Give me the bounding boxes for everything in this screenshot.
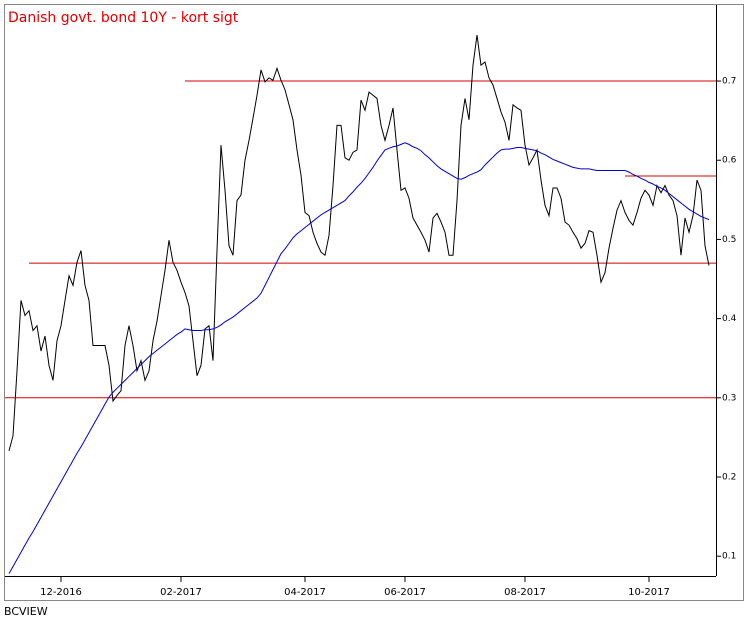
x-tick-label: 12-2016 (40, 587, 82, 598)
x-tick-label: 02-2017 (160, 587, 202, 598)
y-tick-label: 0.4 (722, 314, 737, 324)
series-line (8, 142, 710, 574)
y-tick-label: 0.5 (722, 235, 736, 245)
series-line (8, 35, 710, 451)
x-tick-label: 10-2017 (628, 587, 670, 598)
y-tick-label: 0.7 (722, 77, 736, 87)
y-tick-label: 0.1 (722, 552, 736, 562)
y-tick-label: 0.3 (722, 393, 736, 403)
chart-title: Danish govt. bond 10Y - kort sigt (8, 10, 239, 26)
x-tick-label: 08-2017 (504, 587, 546, 598)
x-tick-label: 04-2017 (284, 587, 326, 598)
source-label: BCVIEW (4, 605, 48, 618)
y-tick-label: 0.6 (722, 156, 737, 166)
y-tick-label: 0.2 (722, 473, 736, 483)
outer-frame (4, 4, 744, 601)
x-tick-label: 06-2017 (384, 587, 426, 598)
